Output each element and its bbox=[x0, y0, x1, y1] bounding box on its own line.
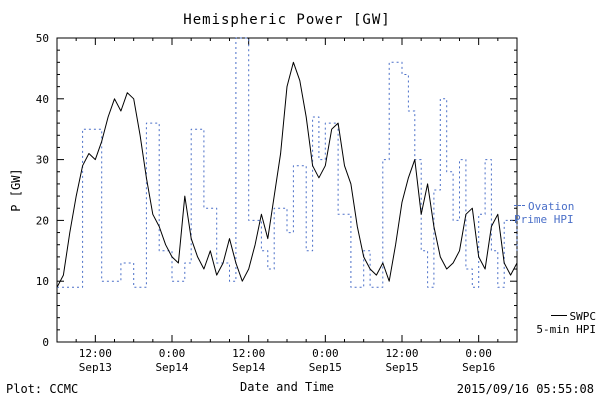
svg-text:20: 20 bbox=[36, 214, 49, 227]
svg-text:0: 0 bbox=[42, 336, 49, 349]
legend-ovation-prime: Ovation Prime HPI bbox=[514, 200, 574, 226]
svg-text:Sep16: Sep16 bbox=[462, 361, 495, 374]
legend-ovation-line2: Prime HPI bbox=[514, 213, 574, 226]
svg-text:12:00: 12:00 bbox=[79, 347, 112, 360]
svg-text:0:00: 0:00 bbox=[159, 347, 186, 360]
svg-text:12:00: 12:00 bbox=[385, 347, 418, 360]
plot-timestamp: 2015/09/16 05:55:08 bbox=[456, 382, 594, 396]
svg-text:50: 50 bbox=[36, 32, 49, 45]
y-axis-label: P [GW] bbox=[9, 168, 23, 212]
legend-ovation-line1: Ovation bbox=[528, 200, 575, 213]
plot-credit: Plot: CCMC bbox=[6, 382, 79, 396]
legend-swpc-line2: 5-min HPI bbox=[536, 323, 596, 336]
svg-text:Sep14: Sep14 bbox=[232, 361, 265, 374]
swpc-line-marker-icon bbox=[550, 315, 567, 317]
svg-text:10: 10 bbox=[36, 275, 49, 288]
svg-text:12:00: 12:00 bbox=[232, 347, 265, 360]
ovation-line-marker-icon bbox=[514, 205, 525, 207]
svg-text:Sep15: Sep15 bbox=[309, 361, 342, 374]
svg-text:Sep14: Sep14 bbox=[155, 361, 188, 374]
svg-text:0:00: 0:00 bbox=[312, 347, 339, 360]
chart-title: Hemispheric Power [GW] bbox=[183, 12, 391, 28]
svg-text:Sep13: Sep13 bbox=[79, 361, 112, 374]
svg-text:30: 30 bbox=[36, 154, 49, 167]
legend-swpc-line1: SWPC bbox=[569, 310, 597, 323]
legend-swpc: SWPC 5-min HPI bbox=[514, 310, 596, 336]
svg-text:0:00: 0:00 bbox=[465, 347, 492, 360]
svg-text:40: 40 bbox=[36, 93, 49, 106]
svg-text:Sep15: Sep15 bbox=[385, 361, 418, 374]
x-axis-label: Date and Time bbox=[240, 380, 334, 394]
